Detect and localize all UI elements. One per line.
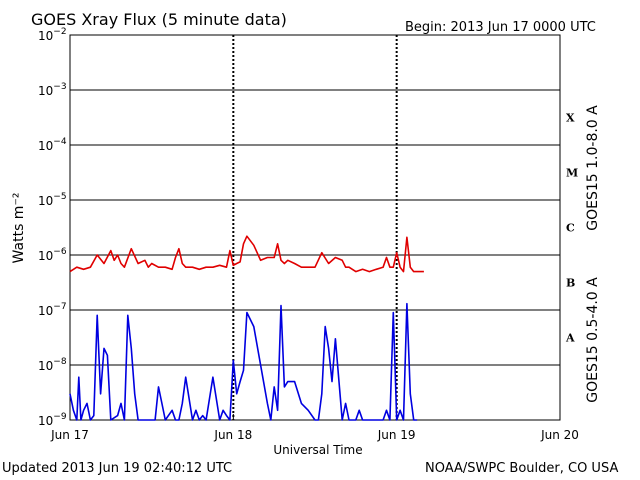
- x-tick-labels: Jun 17 Jun 18 Jun 19 Jun 20: [50, 414, 579, 442]
- series-lines: [69, 235, 424, 421]
- updated-timestamp: Updated 2013 Jun 19 02:40:12 UTC: [2, 461, 232, 476]
- x-tick-label: Jun 17: [50, 428, 89, 442]
- x-tick-label: Jun 18: [213, 428, 252, 442]
- x-tick-label: Jun 19: [377, 428, 416, 442]
- series-line-long: [69, 235, 424, 273]
- legend-series-long: GOES15 1.0-8.0 A: [585, 105, 601, 231]
- chart-title: GOES Xray Flux (5 minute data): [31, 10, 287, 29]
- begin-time: Begin: 2013 Jun 17 0000 UTC: [405, 20, 596, 35]
- y-tick-labels: 10−9 10−8 10−7 10−6 10−5 10−4 10−3 10−2: [38, 27, 76, 428]
- grid-lines: [70, 89, 560, 366]
- y-tick-label: 10−5: [38, 192, 67, 208]
- y-tick-label: 10−8: [38, 357, 67, 373]
- x-axis-label: Universal Time: [273, 443, 362, 457]
- legend-series-short: GOES15 0.5-4.0 A: [585, 277, 601, 403]
- y-tick-label: 10−3: [38, 82, 67, 98]
- flare-class-a: A: [565, 332, 575, 345]
- flare-class-x: X: [566, 112, 575, 125]
- plot-frame: [69, 34, 561, 421]
- y-tick-label: 10−2: [38, 27, 67, 43]
- y-tick-label: 10−4: [38, 137, 67, 153]
- flare-class-m: M: [566, 167, 578, 180]
- x-tick-label: Jun 20: [540, 428, 579, 442]
- y-tick-label: 10−6: [38, 247, 67, 263]
- credit-text: NOAA/SWPC Boulder, CO USA: [425, 461, 618, 476]
- series-line-short: [69, 302, 418, 421]
- y-tick-label: 10−9: [38, 412, 67, 428]
- flare-class-c: C: [566, 222, 575, 235]
- y-axis-label: Watts m⁻²: [11, 193, 27, 264]
- y-tick-label: 10−7: [38, 302, 67, 318]
- flare-class-labels: A B C M X: [565, 112, 578, 345]
- day-divider-lines: [232, 35, 398, 420]
- flare-class-b: B: [566, 277, 575, 290]
